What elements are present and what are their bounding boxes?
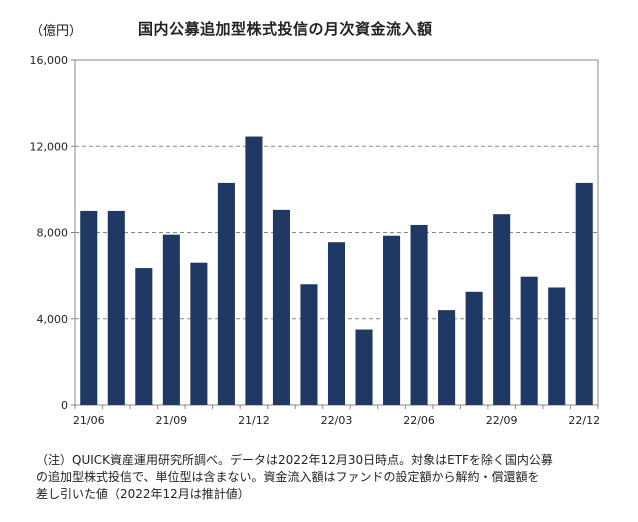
bar — [327, 242, 346, 405]
footnote-line-1: （注）QUICK資産運用研究所調べ。データは2022年12月30日時点。対象はE… — [36, 453, 553, 467]
x-tick-label: 22/12 — [568, 414, 600, 427]
footnote-line-3: 差し引いた値（2022年12月は推計値） — [36, 487, 250, 501]
x-tick-label: 22/06 — [403, 414, 435, 427]
bar — [135, 268, 153, 405]
y-tick-label: 4,000 — [37, 313, 69, 326]
bar — [438, 310, 456, 405]
bar — [300, 284, 318, 405]
x-tick-label: 21/06 — [73, 414, 105, 427]
y-tick-label: 16,000 — [30, 54, 69, 67]
bar — [493, 214, 511, 405]
footnote: （注）QUICK資産運用研究所調べ。データは2022年12月30日時点。対象はE… — [36, 452, 616, 503]
y-tick-label: 0 — [61, 399, 68, 412]
bar — [80, 210, 98, 405]
bar — [383, 235, 401, 405]
x-tick-label: 21/09 — [155, 414, 187, 427]
y-axis-unit-label: （億円） — [30, 24, 83, 39]
bar — [548, 287, 566, 405]
bar — [107, 210, 125, 405]
x-tick-label: 22/09 — [486, 414, 518, 427]
bar-chart: 0 4,000 8,000 12,000 16,000 21/06 21/09 21/12 22… — [30, 54, 601, 427]
bar — [245, 136, 263, 405]
bar — [410, 224, 428, 405]
bar — [575, 182, 593, 405]
y-tick-label: 8,000 — [37, 227, 69, 240]
bar — [190, 262, 208, 405]
bar — [465, 291, 483, 405]
bar — [162, 234, 180, 405]
bar — [520, 276, 538, 405]
x-tick-label: 22/03 — [321, 414, 353, 427]
bar — [355, 329, 373, 405]
footnote-line-2: の追加型株式投信で、単位型は含まない。資金流入額はファンドの設定額から解約・償還… — [36, 470, 540, 484]
bar — [217, 182, 235, 405]
y-tick-label: 12,000 — [30, 140, 69, 153]
chart-title: 国内公募追加型株式投信の月次資金流入額 — [138, 20, 433, 38]
x-tick-label: 21/12 — [238, 414, 270, 427]
bar — [272, 209, 290, 405]
